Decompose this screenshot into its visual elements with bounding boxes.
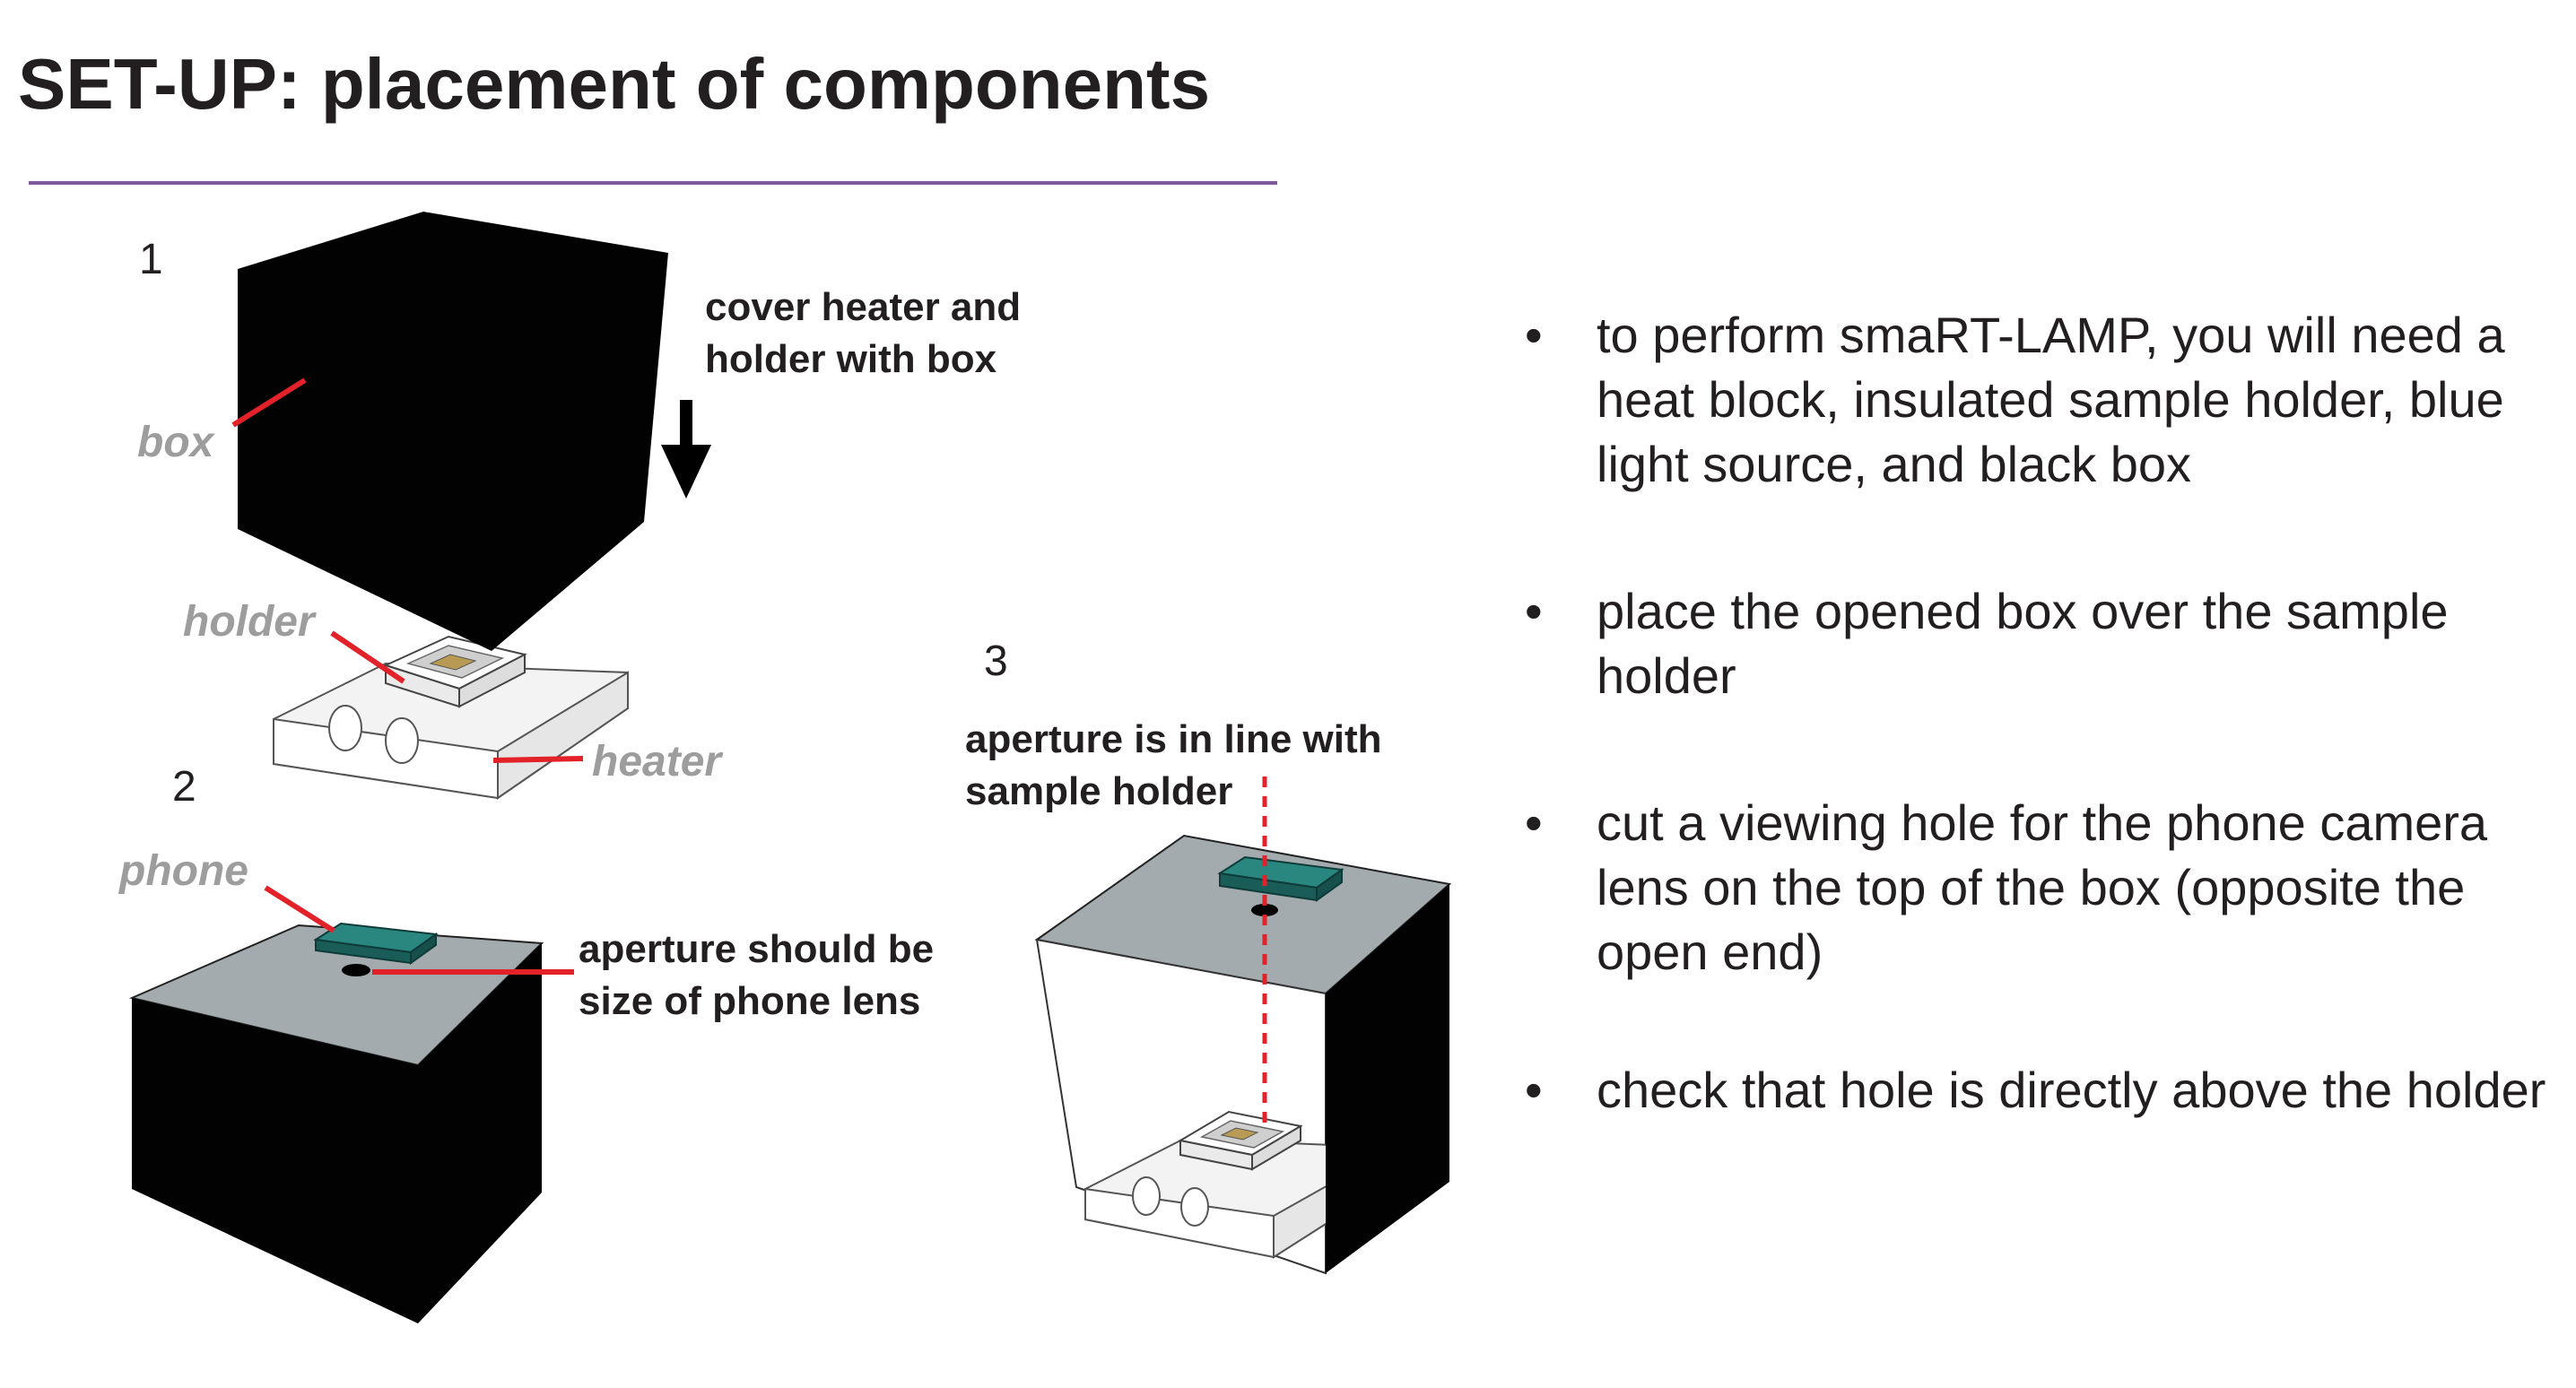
heater-knob-icon xyxy=(328,705,362,751)
step1-heater xyxy=(273,662,629,800)
down-arrow-icon xyxy=(661,400,711,499)
step-number-3: 3 xyxy=(984,638,1008,685)
heater-label: heater xyxy=(592,738,722,785)
step3-holder xyxy=(1178,1110,1303,1171)
cover-annotation: cover heater and holder with box xyxy=(705,285,1022,381)
box-pointer xyxy=(231,377,307,428)
holder-label: holder xyxy=(183,598,315,646)
heater-knob-icon xyxy=(385,717,419,764)
step2-box xyxy=(128,924,544,1323)
instruction-item: check that hole is directly above the ho… xyxy=(1516,1058,2556,1123)
heater-knob-icon xyxy=(1132,1176,1161,1216)
aperture-inline-annotation: aperture is in line with sample holder xyxy=(965,717,1382,813)
box-label: box xyxy=(137,419,214,466)
step-number-2: 2 xyxy=(172,763,196,811)
aperture-hole-icon xyxy=(1251,904,1278,916)
step3-phone xyxy=(1217,855,1345,902)
instruction-item: cut a viewing hole for the phone camera … xyxy=(1516,791,2556,985)
phone-label: phone xyxy=(119,847,248,895)
instruction-item: place the opened box over the sample hol… xyxy=(1516,579,2556,708)
title-divider xyxy=(29,181,1277,185)
holder-pointer xyxy=(330,630,405,684)
aperture-size-annotation: aperture should be size of phone lens xyxy=(579,927,935,1023)
step-number-1: 1 xyxy=(139,236,163,283)
phone-pointer xyxy=(264,885,335,933)
heater-knob-icon xyxy=(1180,1187,1209,1227)
step1-box xyxy=(238,212,668,651)
aperture-hole-icon xyxy=(342,964,370,976)
instruction-item: to perform smaRT-LAMP, you will need a h… xyxy=(1516,303,2556,497)
page-title: SET-UP: placement of components xyxy=(18,44,1211,124)
step3-box-side xyxy=(1326,884,1449,1273)
instruction-list: to perform smaRT-LAMP, you will need a h… xyxy=(1516,303,2556,1123)
heater-pointer xyxy=(492,756,584,763)
